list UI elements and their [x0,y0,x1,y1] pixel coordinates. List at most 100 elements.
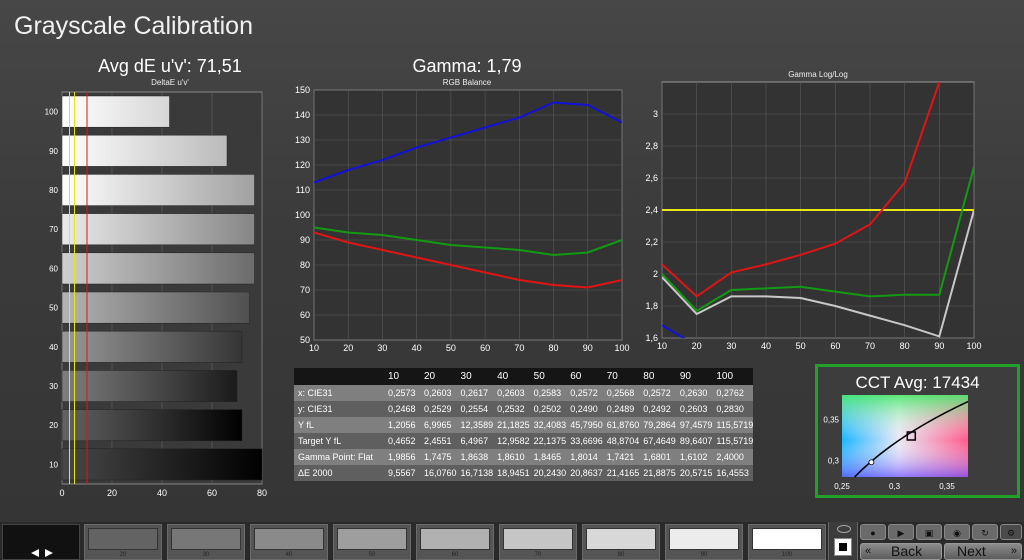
table-cell: 115,5719 [716,420,754,430]
back-label: Back [891,543,923,559]
bar-100 [61,95,170,128]
y-tick-label: 80 [49,186,58,195]
stop-icon[interactable] [834,538,852,556]
table-cell: 0,2830 [716,404,744,414]
next-label: Next [957,543,986,559]
blue-series-line [314,101,622,184]
table-cell: 1,2056 [388,420,416,430]
y-tick-label: 120 [295,160,310,170]
table-cell: 0,2490 [570,404,598,414]
patch-color [171,528,241,550]
table-cell: 0,2492 [643,404,671,414]
row-label: x: CIE31 [298,388,333,398]
row-label: Gamma Point: Flat [298,452,374,462]
y-tick-label: 50 [49,304,58,313]
gray-series-line [662,209,974,338]
y-tick-label: 60 [300,310,310,320]
target-point [868,459,875,466]
gray-patch-20[interactable]: 20 [84,524,162,560]
y-tick-label: 140 [295,110,310,120]
bar-10 [61,448,263,481]
red-series-line [662,82,941,298]
table-cell: 0,2603 [679,404,708,414]
y-tick-label: 2 [653,269,658,279]
y-tick-label: 2,8 [645,141,658,151]
table-corner [294,368,384,385]
gamma-chart-title: Gamma: 1,79 [412,56,522,76]
logo-icon [31,549,53,557]
record-button[interactable]: ● [860,524,886,540]
x-tick-label: 50 [446,343,456,353]
y-tick-label: 100 [45,108,59,117]
back-button[interactable]: « Back [860,543,942,560]
record-icon: ● [870,528,876,538]
table-row: Target Y fL 0,4652 2,4551 6,4967 12,9582 22,1… [294,433,754,449]
table-cell: 61,8760 [606,420,640,430]
settings-button[interactable]: ⚙ [1000,524,1022,540]
x-tick-label: 60 [830,341,840,351]
table-cell: 21,1825 [497,420,530,430]
table-cell: 6,9965 [424,420,452,430]
table-column-header: 100 [716,371,734,382]
x-tick-label: 100 [966,341,981,351]
refresh-button[interactable]: ↻ [972,524,998,540]
next-button[interactable]: Next » [944,543,1022,560]
table-column-header: 80 [643,371,655,382]
gray-patch-60[interactable]: 60 [416,524,494,560]
table-cell: 9,5567 [388,468,416,478]
patch-color [254,528,324,550]
view-button[interactable]: ◉ [944,524,970,540]
patch-label: 100 [781,552,792,558]
x-tick-label: 40 [761,341,771,351]
row-label: Y fL [298,420,314,430]
table-column-header: 60 [570,371,582,382]
table-cell: 0,2532 [497,404,525,414]
y-tick-label: 90 [49,147,58,156]
bar-30 [61,370,238,402]
x-tick-label: 50 [796,341,806,351]
x-tick-label: 10 [657,341,667,351]
y-tick-label: 90 [300,235,310,245]
patch-label: 90 [700,552,708,558]
x-tick-label: 90 [583,343,593,353]
table-cell: 0,2603 [424,388,452,398]
bar-70 [61,213,255,246]
table-cell: 0,2468 [388,404,416,414]
x-tick-label: 10 [309,343,319,353]
table-cell: 89,6407 [679,436,713,446]
gray-patch-100[interactable]: 100 [748,524,826,560]
y-tick-label: 2,6 [645,173,658,183]
table-cell: 0,2603 [497,388,525,398]
save-button[interactable]: ▣ [916,524,942,540]
x-tick-label: 70 [514,343,524,353]
table-cell: 6,4967 [460,436,489,446]
patch-color [752,528,822,550]
row-label: ΔE 2000 [298,468,333,478]
sidebar-toggle-button[interactable] [828,522,858,560]
preview-swatch [2,524,80,560]
patch-label: 70 [534,552,542,558]
table-cell: 20,5715 [679,468,713,478]
gray-patch-90[interactable]: 90 [665,524,743,560]
gray-patch-40[interactable]: 40 [250,524,328,560]
gray-patch-30[interactable]: 30 [167,524,245,560]
patch-label: 80 [617,552,625,558]
table-cell: 33,6696 [570,436,603,446]
gray-patch-70[interactable]: 70 [499,524,577,560]
gamma-loglog-chart: 10 20 30 40 50 60 70 80 90 100 1,6 1,8 2 2,2 2,4 2,6 2,8… [645,81,982,351]
gray-patch-50[interactable]: 50 [333,524,411,560]
table-cell: 2,4551 [424,436,452,446]
table-cell: 18,9451 [497,468,530,478]
cie-chromaticity-plot: 0,25 0,3 0,35 0,3 0,35 [823,395,969,491]
play-button[interactable]: ▶ [888,524,914,540]
x-tick-label: 70 [865,341,875,351]
gear-icon: ⚙ [1006,528,1016,538]
gray-patch-80[interactable]: 80 [582,524,660,560]
y-tick-label: 50 [300,335,310,345]
table-row: x: CIE31 0,2573 0,2603 0,2617 0,2603 0,2583 0,… [294,385,754,401]
table-cell: 0,2529 [424,404,452,414]
table-cell: 21,8875 [643,468,676,478]
table-cell: 1,8465 [533,452,562,462]
table-cell: 12,3589 [460,420,494,430]
x-tick-label: 20 [343,343,353,353]
